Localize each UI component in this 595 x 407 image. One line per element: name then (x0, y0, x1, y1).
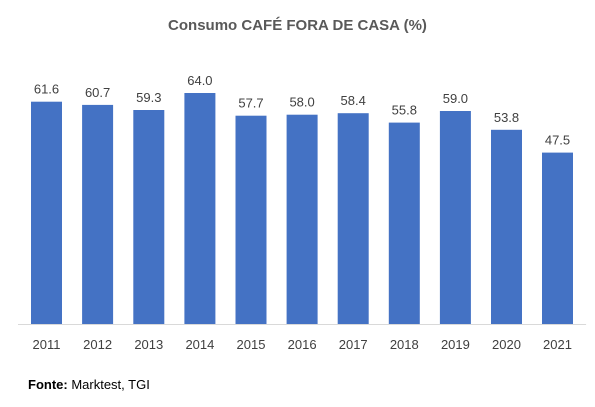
data-label-2014: 64.0 (187, 73, 212, 88)
x-tick-label-2017: 2017 (339, 337, 368, 352)
bar-2018 (388, 122, 420, 324)
x-tick-label-2020: 2020 (492, 337, 521, 352)
bar-2015 (235, 115, 267, 324)
data-label-2015: 57.7 (238, 96, 263, 111)
bar-2011 (31, 101, 62, 324)
x-tick-label-2021: 2021 (543, 337, 572, 352)
source-label: Fonte: (28, 377, 68, 392)
bar-2017 (337, 113, 369, 324)
bar-2019 (439, 111, 471, 324)
x-tick-label-2011: 2011 (33, 337, 61, 352)
x-tick-label-2015: 2015 (237, 337, 266, 352)
source-text: Marktest, TGI (67, 377, 150, 392)
chart-title: Consumo CAFÉ FORA DE CASA (%) (168, 17, 427, 34)
data-label-2019: 59.0 (443, 91, 468, 106)
data-label-2011: 61.6 (34, 82, 59, 97)
bar-2021 (542, 152, 573, 324)
bar-2014 (184, 93, 216, 324)
data-label-2018: 55.8 (392, 103, 417, 118)
bar-2020 (491, 129, 522, 324)
x-tick-label-2016: 2016 (288, 337, 317, 352)
data-label-2017: 58.4 (341, 93, 366, 108)
data-label-2021: 47.5 (545, 133, 570, 148)
bar-2016 (286, 114, 318, 324)
data-label-2020: 53.8 (494, 110, 519, 125)
data-label-2016: 58.0 (289, 95, 314, 110)
bar-2012 (82, 104, 114, 325)
x-tick-label-2014: 2014 (185, 337, 214, 352)
source-note: Fonte: Marktest, TGI (28, 377, 150, 392)
x-tick-label-2019: 2019 (441, 337, 470, 352)
x-tick-label-2018: 2018 (390, 337, 419, 352)
bar-2013 (133, 110, 165, 324)
x-tick-label-2012: 2012 (83, 337, 112, 352)
data-label-2013: 59.3 (136, 90, 161, 105)
x-tick-label-2013: 2013 (134, 337, 163, 352)
data-label-2012: 60.7 (85, 85, 110, 100)
